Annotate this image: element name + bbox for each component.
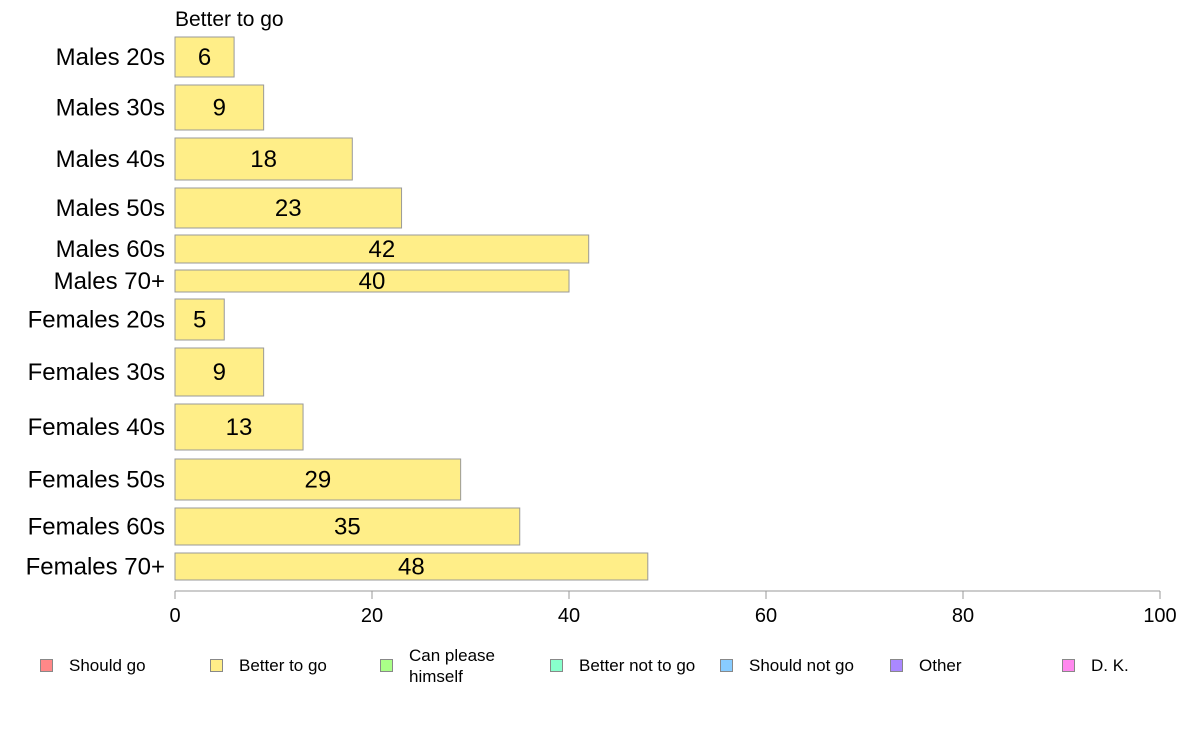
legend-item: Can please himself — [380, 645, 529, 687]
category-label: Females 20s — [28, 307, 165, 334]
x-tick-label: 20 — [361, 605, 383, 627]
legend-swatch — [550, 659, 563, 672]
bar — [174, 403, 304, 451]
category-label: Males 20s — [56, 44, 165, 71]
legend-swatch — [380, 659, 393, 672]
legend-item: Other — [890, 655, 1059, 676]
bar — [174, 137, 353, 181]
category-label: Males 40s — [56, 146, 165, 173]
data-label: 6 — [198, 44, 211, 71]
legend-label: Better not to go — [579, 656, 696, 675]
bar — [174, 234, 590, 264]
legend-label: Should not go — [749, 656, 854, 675]
bars-group: Males 20s 6 Males 30s 9 Males 40s 18 Males 50s… — [26, 36, 649, 581]
legend-swatch — [40, 659, 53, 672]
category-label: Females 40s — [28, 414, 165, 441]
data-label: 13 — [226, 414, 253, 441]
legend-item: Better to go — [210, 655, 379, 676]
data-label: 35 — [334, 514, 361, 541]
legend-label: Can please himself — [409, 645, 496, 686]
legend: Should go Better to go Can please himself B… — [0, 640, 1188, 700]
legend-item: Better not to go — [550, 655, 739, 676]
category-label: Males 60s — [56, 236, 165, 263]
data-label: 42 — [368, 236, 395, 263]
legend-swatch — [1062, 659, 1075, 672]
bar — [174, 84, 265, 131]
category-label: Females 70+ — [26, 554, 165, 581]
x-axis: 0 20 40 60 80 100 — [169, 590, 1177, 627]
x-tick-label: 60 — [755, 605, 777, 627]
x-tick-label: 100 — [1143, 605, 1176, 627]
data-label: 5 — [193, 307, 206, 334]
bar — [174, 347, 265, 397]
x-tick-label: 40 — [558, 605, 580, 627]
category-label: Males 70+ — [54, 268, 165, 295]
category-label: Males 50s — [56, 195, 165, 222]
bar — [174, 298, 225, 341]
legend-label: Should go — [69, 656, 146, 675]
legend-label: Other — [919, 656, 962, 675]
data-label: 9 — [213, 359, 226, 386]
bar — [174, 507, 521, 546]
x-tick-label: 80 — [952, 605, 974, 627]
category-label: Females 50s — [28, 467, 165, 494]
legend-swatch — [890, 659, 903, 672]
bar — [174, 458, 462, 501]
legend-label: D. K. — [1091, 656, 1129, 675]
legend-item: Should not go — [720, 655, 909, 676]
data-label: 23 — [275, 195, 302, 222]
legend-swatch — [720, 659, 733, 672]
legend-item: Should go — [40, 655, 209, 676]
bar — [174, 552, 649, 581]
data-label: 40 — [359, 268, 386, 295]
category-label: Males 30s — [56, 95, 165, 122]
chart-title: Better to go — [175, 8, 284, 31]
legend-label: Better to go — [239, 656, 327, 675]
data-label: 29 — [304, 467, 331, 494]
category-label: Females 60s — [28, 514, 165, 541]
bar — [174, 187, 403, 229]
legend-item: D. K. — [1062, 655, 1188, 676]
data-label: 9 — [213, 95, 226, 122]
legend-swatch — [210, 659, 223, 672]
bar — [174, 36, 235, 78]
bar — [174, 269, 570, 293]
data-label: 18 — [250, 146, 277, 173]
category-label: Females 30s — [28, 359, 165, 386]
x-tick-label: 0 — [169, 605, 180, 627]
data-label: 48 — [398, 554, 425, 581]
